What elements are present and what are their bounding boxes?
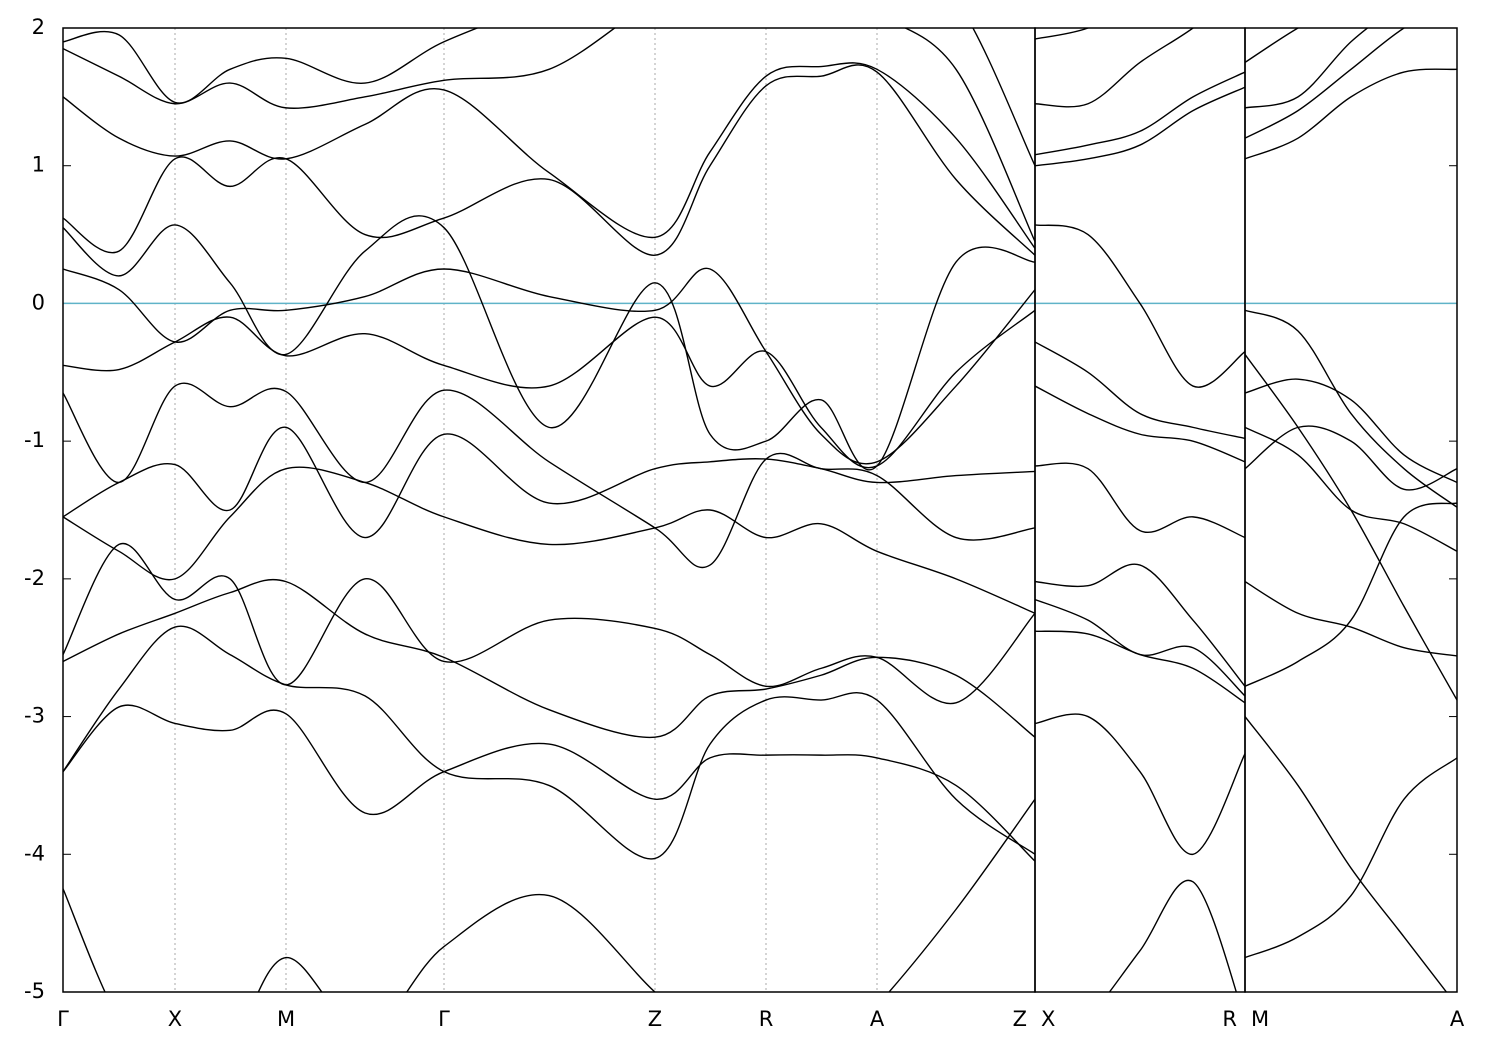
band bbox=[1245, 28, 1406, 139]
y-tick-label: -2 bbox=[24, 566, 45, 590]
band bbox=[1245, 353, 1457, 701]
x-tick-label: M bbox=[277, 1007, 295, 1031]
band bbox=[63, 704, 1035, 862]
band bbox=[1245, 28, 1369, 109]
band bbox=[1035, 341, 1245, 440]
band bbox=[63, 28, 1035, 167]
band bbox=[1035, 86, 1245, 167]
band bbox=[1035, 224, 1245, 388]
x-tick-label: R bbox=[759, 1007, 774, 1031]
y-tick-label: -1 bbox=[24, 428, 45, 452]
band bbox=[1035, 71, 1245, 156]
band bbox=[63, 382, 1035, 568]
panel: 2 1 0 -1 -2 -3 -4 -5 Γ X M Γ Z R A Z bbox=[24, 15, 1457, 1031]
band bbox=[1035, 630, 1245, 704]
x-tick-label: A bbox=[1450, 1007, 1465, 1031]
band bbox=[1035, 713, 1245, 855]
band bbox=[1245, 28, 1300, 64]
band bbox=[63, 28, 1035, 242]
x-tick-label: Z bbox=[1013, 1007, 1027, 1031]
band bbox=[63, 215, 1035, 471]
band bbox=[1035, 462, 1245, 539]
x-tick-label: M bbox=[1251, 1007, 1269, 1031]
x-tick-label: Γ bbox=[438, 1007, 450, 1031]
band bbox=[1108, 879, 1238, 992]
x-tick-label: X bbox=[1041, 1007, 1055, 1031]
bands bbox=[63, 28, 1035, 992]
y-tick-label: -3 bbox=[24, 704, 45, 728]
bands bbox=[1035, 28, 1245, 992]
y-tick-label: 1 bbox=[32, 153, 45, 177]
band bbox=[1035, 598, 1245, 697]
plot-frame bbox=[1034, 27, 1246, 993]
band bbox=[1245, 378, 1457, 484]
band bbox=[63, 426, 1035, 539]
bands bbox=[1245, 28, 1457, 992]
band bbox=[1035, 563, 1245, 687]
plot-frame bbox=[1244, 27, 1458, 993]
band bbox=[63, 64, 1035, 256]
band bbox=[1245, 309, 1457, 508]
band bbox=[1245, 426, 1457, 552]
band bbox=[1245, 716, 1448, 992]
y-tick-label: 2 bbox=[32, 15, 45, 39]
band bbox=[1035, 28, 1090, 40]
band bbox=[63, 466, 1035, 614]
y-tick-label: 0 bbox=[32, 290, 45, 314]
band bbox=[1035, 28, 1195, 108]
x-tick-label: R bbox=[1222, 1007, 1237, 1031]
y-tick-label: -5 bbox=[24, 979, 45, 1003]
band bbox=[1245, 757, 1457, 959]
x-tick-label: Z bbox=[648, 1007, 662, 1031]
x-tick-label: Γ bbox=[57, 1007, 69, 1031]
band bbox=[1245, 68, 1457, 160]
band bbox=[1035, 385, 1245, 463]
band bbox=[63, 798, 1035, 992]
band bbox=[63, 542, 1035, 705]
x-tick-label: X bbox=[168, 1007, 182, 1031]
band bbox=[63, 267, 1035, 465]
band bbox=[63, 62, 1035, 249]
band bbox=[1245, 425, 1457, 491]
band bbox=[63, 578, 1035, 739]
band bbox=[1245, 502, 1457, 687]
x-tick-label: A bbox=[870, 1007, 885, 1031]
band bbox=[63, 625, 1035, 860]
band bbox=[1245, 581, 1457, 657]
y-tick-label: -4 bbox=[24, 841, 45, 865]
